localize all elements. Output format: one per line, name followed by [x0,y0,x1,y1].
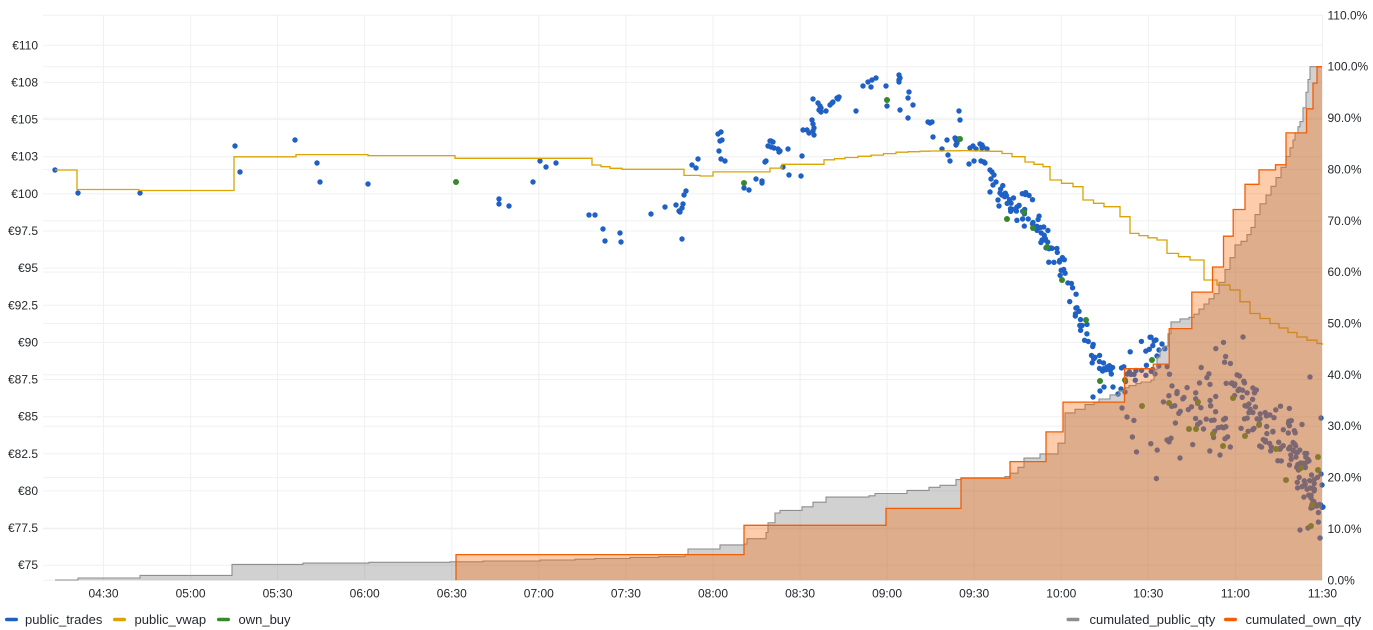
svg-text:0.0%: 0.0% [1328,573,1356,587]
svg-text:own_buy: own_buy [239,612,292,627]
svg-text:09:00: 09:00 [872,587,902,601]
svg-text:public_vwap: public_vwap [135,612,207,627]
svg-text:cumulated_public_qty: cumulated_public_qty [1090,612,1216,627]
svg-text:40.0%: 40.0% [1328,368,1362,382]
svg-text:cumulated_own_qty: cumulated_own_qty [1246,612,1362,627]
svg-text:60.0%: 60.0% [1328,265,1362,279]
svg-text:20.0%: 20.0% [1328,471,1362,485]
svg-text:€85: €85 [18,410,38,424]
svg-text:110.0%: 110.0% [1328,8,1368,22]
svg-text:€80: €80 [18,484,38,498]
svg-text:€105: €105 [11,113,38,127]
svg-text:100.0%: 100.0% [1328,60,1369,74]
svg-text:08:30: 08:30 [785,587,815,601]
svg-text:06:00: 06:00 [350,587,380,601]
svg-text:08:00: 08:00 [698,587,728,601]
svg-text:70.0%: 70.0% [1328,214,1362,228]
svg-text:€110: €110 [12,38,38,52]
svg-text:10:00: 10:00 [1046,587,1076,601]
svg-text:05:30: 05:30 [263,587,293,601]
svg-text:€103: €103 [11,150,38,164]
svg-text:€87.5: €87.5 [8,373,38,387]
svg-text:10.0%: 10.0% [1328,522,1362,536]
svg-text:public_trades: public_trades [25,612,103,627]
svg-text:€95: €95 [18,261,38,275]
svg-text:05:00: 05:00 [176,587,206,601]
svg-text:€92.5: €92.5 [8,298,38,312]
svg-text:€97.5: €97.5 [8,224,38,238]
svg-text:80.0%: 80.0% [1328,162,1362,176]
svg-text:€82.5: €82.5 [8,447,38,461]
svg-text:04:30: 04:30 [88,587,118,601]
svg-text:€108: €108 [11,75,38,89]
svg-text:90.0%: 90.0% [1328,111,1362,125]
svg-text:06:30: 06:30 [437,587,467,601]
svg-text:€75: €75 [18,558,38,572]
svg-text:€77.5: €77.5 [8,521,38,535]
svg-text:10:30: 10:30 [1133,587,1163,601]
svg-text:€100: €100 [11,187,38,201]
svg-text:11:30: 11:30 [1308,587,1337,601]
svg-text:€90: €90 [18,335,38,349]
svg-text:09:30: 09:30 [959,587,989,601]
svg-text:07:30: 07:30 [611,587,641,601]
svg-text:30.0%: 30.0% [1328,419,1362,433]
svg-text:50.0%: 50.0% [1328,317,1362,331]
svg-text:11:00: 11:00 [1221,587,1250,601]
svg-text:07:00: 07:00 [524,587,554,601]
